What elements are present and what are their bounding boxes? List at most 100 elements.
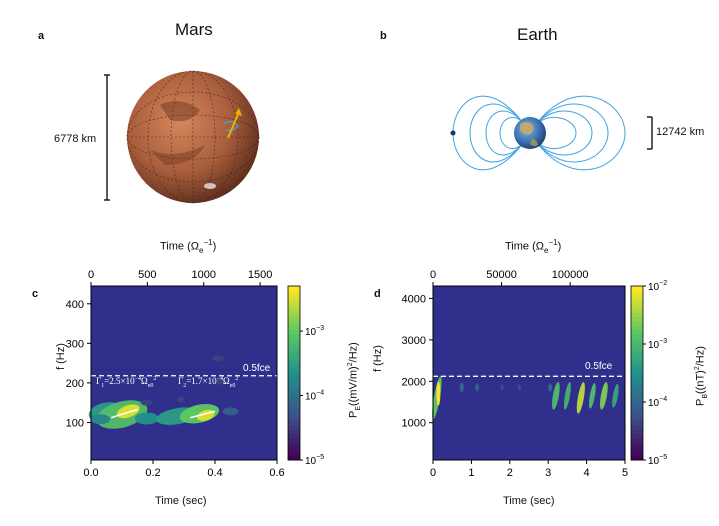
spectral-feature bbox=[134, 412, 159, 425]
colorbar-tick-label: 10−4 bbox=[305, 390, 324, 403]
colorbar-tick-label: 10−3 bbox=[305, 325, 324, 338]
spectral-feature bbox=[212, 355, 225, 362]
spectral-feature bbox=[176, 396, 185, 403]
spectral-feature bbox=[612, 383, 619, 408]
colorbar-tick-label: 10−3 bbox=[648, 338, 667, 351]
y-axis-label-c: f (Hz) bbox=[55, 343, 67, 370]
spectral-feature bbox=[552, 381, 560, 410]
panel-label-c: c bbox=[32, 288, 39, 300]
colorbar-segment bbox=[631, 333, 643, 339]
colorbar-segment bbox=[288, 333, 300, 339]
x-tick-label: 0.2 bbox=[145, 467, 160, 479]
earth-figure bbox=[450, 95, 653, 171]
x-tick-label: 2 bbox=[507, 467, 513, 479]
colorbar-frame bbox=[287, 285, 301, 461]
colorbar-tick-label: 10−4 bbox=[648, 396, 667, 409]
earth-scale-label: 12742 km bbox=[656, 126, 705, 138]
colorbar-segment bbox=[631, 442, 643, 448]
colorbar-segment bbox=[288, 290, 300, 296]
colorbar-segment bbox=[288, 359, 300, 365]
top-axis-label-d: Time (Ωe−1) bbox=[505, 238, 562, 255]
colorbar-segment bbox=[288, 451, 300, 457]
colorbar-segment bbox=[631, 329, 643, 335]
x-top-tick-label: 1000 bbox=[191, 269, 215, 281]
colorbar-segment bbox=[631, 451, 643, 457]
y-tick-label: 200 bbox=[66, 378, 84, 390]
chart-c: 0.0 0.2 0.4 0.6 0 500 1000 1500 100 200 300 400 10−5… bbox=[66, 269, 325, 479]
panel-label-d: d bbox=[374, 288, 381, 300]
colorbar-segment bbox=[288, 446, 300, 452]
colorbar-segment bbox=[631, 386, 643, 391]
colorbar-segment bbox=[631, 373, 643, 378]
spectral-feature bbox=[589, 382, 596, 409]
colorbar-segment bbox=[288, 294, 300, 300]
colorbar-segment bbox=[288, 346, 300, 352]
colorbar-segment bbox=[631, 438, 643, 444]
colorbar-segment bbox=[631, 407, 643, 413]
colorbar-segment bbox=[631, 303, 643, 309]
gamma1-annotation: Γ1=2.5×10−4Ωe02 bbox=[96, 376, 157, 389]
x-tick-label: 3 bbox=[545, 467, 551, 479]
colorbar-segment bbox=[288, 355, 300, 361]
colorbar-segment bbox=[288, 325, 300, 330]
colorbar-segment bbox=[631, 286, 643, 291]
colorbar-label-c: PE((mV/m)2/Hz) bbox=[347, 342, 362, 418]
colorbar-segment bbox=[631, 290, 643, 296]
mars-figure bbox=[104, 70, 260, 204]
spectral-feature bbox=[517, 384, 521, 391]
y-tick-label: 400 bbox=[66, 299, 84, 311]
gamma2-annotation: Γ2=1.7×10−4Ωe02 bbox=[178, 376, 239, 389]
panel-label-a: a bbox=[38, 30, 45, 42]
colorbar-segment bbox=[631, 403, 643, 409]
colorbar-label-d: PB((nT)2/Hz) bbox=[694, 346, 709, 406]
panel-title-mars: Mars bbox=[175, 20, 213, 39]
colorbar-segment bbox=[631, 299, 643, 304]
spectral-feature bbox=[548, 383, 553, 392]
panel-title-earth: Earth bbox=[517, 25, 558, 44]
colorbar-segment bbox=[631, 342, 643, 348]
x-tick-label: 0.6 bbox=[269, 467, 284, 479]
panel-label-b: b bbox=[380, 30, 387, 42]
spectral-feature bbox=[475, 383, 480, 392]
spectral-feature bbox=[459, 382, 464, 393]
colorbar-segment bbox=[288, 286, 300, 291]
colorbar-segment bbox=[288, 438, 300, 444]
colorbar-segment bbox=[631, 433, 643, 439]
x-top-tick-label: 0 bbox=[430, 269, 436, 281]
colorbar-segment bbox=[631, 420, 643, 426]
plot-frame bbox=[90, 285, 278, 461]
colorbar-segment bbox=[288, 403, 300, 409]
colorbar-segment bbox=[631, 338, 643, 344]
colorbar-tick-label: 10−5 bbox=[648, 454, 667, 467]
satellite-dot bbox=[450, 130, 456, 136]
x-top-tick-label: 100000 bbox=[552, 269, 589, 281]
earth-field-lines bbox=[452, 95, 626, 171]
colorbar-segment bbox=[288, 390, 300, 396]
spectral-feature bbox=[563, 381, 571, 410]
colorbar-segment bbox=[288, 303, 300, 309]
arrow-icon bbox=[227, 111, 240, 139]
x-tick-label: 4 bbox=[584, 467, 590, 479]
x-axis-label-d: Time (sec) bbox=[503, 495, 555, 507]
colorbar-segment bbox=[631, 364, 643, 370]
colorbar-segment bbox=[288, 342, 300, 348]
colorbar-segment bbox=[631, 320, 643, 326]
x-axis-label-c: Time (sec) bbox=[155, 495, 207, 507]
y-axis-label-d: f (Hz) bbox=[372, 345, 384, 372]
colorbar-segment bbox=[288, 455, 300, 461]
x-tick-label: 5 bbox=[622, 467, 628, 479]
colorbar-segment bbox=[288, 299, 300, 304]
colorbar-segment bbox=[631, 368, 643, 374]
colorbar-segment bbox=[631, 359, 643, 365]
colorbar-segment bbox=[288, 338, 300, 344]
x-top-tick-label: 1500 bbox=[248, 269, 272, 281]
colorbar-segment bbox=[631, 355, 643, 361]
colorbar-segment bbox=[631, 381, 643, 387]
spectral-feature bbox=[222, 407, 239, 416]
spectral-feature bbox=[90, 414, 111, 425]
colorbar-segment bbox=[631, 412, 643, 417]
spectral-feature bbox=[215, 378, 228, 385]
colorbar-segment bbox=[288, 351, 300, 357]
mars-scale-label: 6778 km bbox=[54, 133, 97, 145]
colorbar-segment bbox=[631, 316, 643, 322]
